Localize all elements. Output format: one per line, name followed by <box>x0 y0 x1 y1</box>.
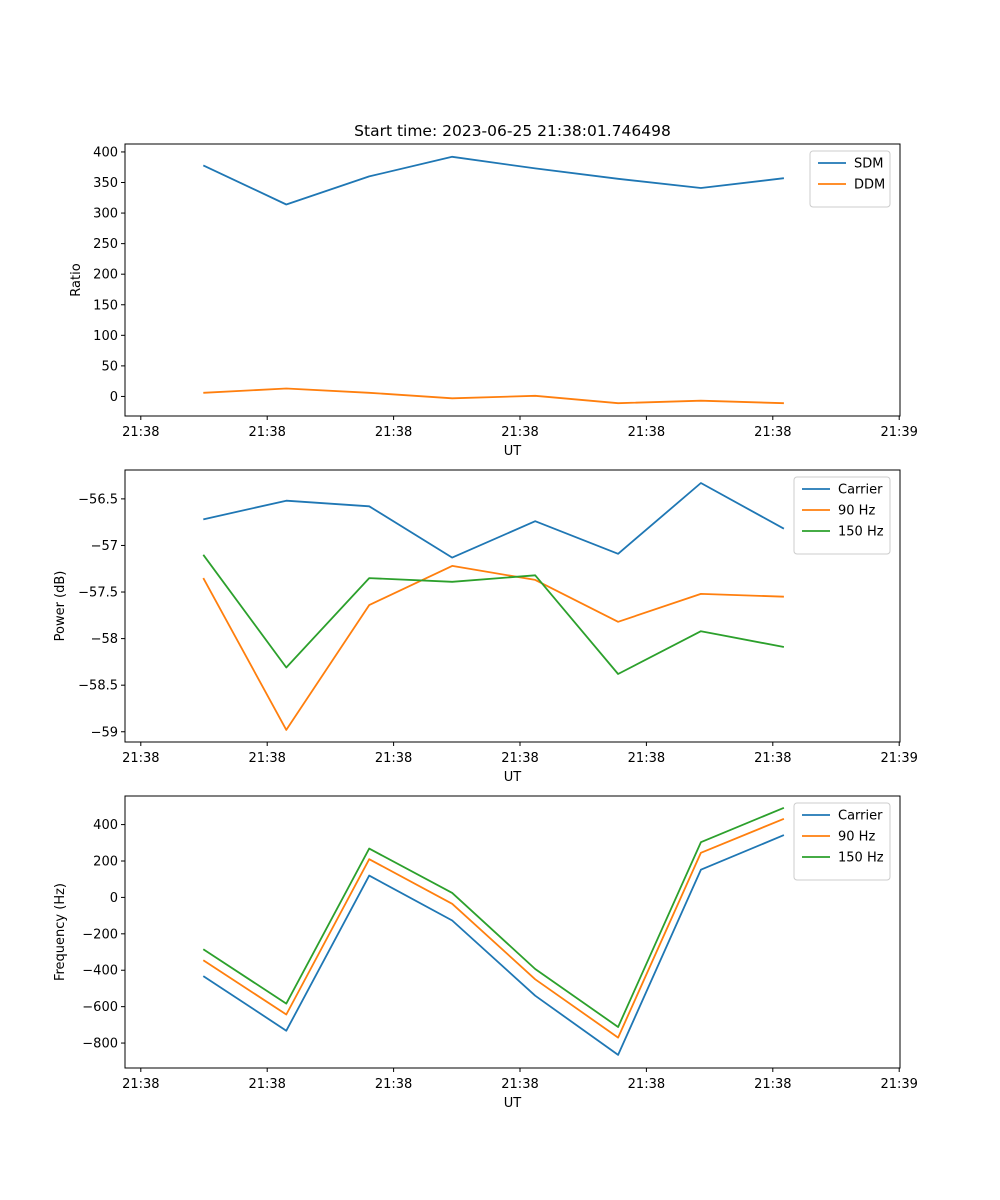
x-tick-label: 21:38 <box>248 1077 285 1092</box>
series-line-90-hz <box>202 565 784 731</box>
x-tick-label: 21:39 <box>880 1077 917 1092</box>
y-tick-label: −200 <box>82 927 118 942</box>
y-tick-label: −59 <box>91 725 118 740</box>
panel-1: 0 50 100 150 200 250 300 350 400 21:38 21:38 21:38 2… <box>69 143 918 459</box>
x-tick-label: 21:38 <box>754 1077 791 1092</box>
series-line-90-hz <box>202 817 785 1039</box>
series-line-carrier <box>202 834 785 1056</box>
x-tick-label: 21:38 <box>122 1077 159 1092</box>
y-axis-label: Power (dB) <box>53 571 68 642</box>
x-tick-label: 21:38 <box>501 425 538 440</box>
x-tick-label: 21:39 <box>880 751 917 766</box>
y-tick-label: −56.5 <box>78 492 118 507</box>
y-tick-label: 250 <box>93 237 118 252</box>
legend: SDM DDM <box>809 150 891 208</box>
x-axis-label: UT <box>504 1096 522 1111</box>
y-tick-label: 300 <box>93 207 118 222</box>
legend-box <box>793 476 891 555</box>
y-tick-label: 200 <box>93 854 118 869</box>
x-tick-label: 21:38 <box>248 425 285 440</box>
y-tick-label: 50 <box>101 359 118 374</box>
chart-title: Start time: 2023-06-25 21:38:01.746498 <box>354 122 671 140</box>
x-tick-label: 21:38 <box>375 1077 412 1092</box>
legend: Carrier 90 Hz 150 Hz <box>793 802 891 881</box>
y-tick-label: −800 <box>82 1037 118 1052</box>
series-line-150-hz <box>202 554 785 675</box>
x-tick-label: 21:38 <box>628 1077 665 1092</box>
y-tick-label: 100 <box>93 329 118 344</box>
x-tick-label: 21:38 <box>375 425 412 440</box>
y-axis-label: Frequency (Hz) <box>53 883 68 981</box>
axes-frame <box>124 143 901 417</box>
legend-label: Carrier <box>838 483 883 498</box>
x-tick-label: 21:38 <box>248 751 285 766</box>
x-axis-label: UT <box>504 770 522 785</box>
y-tick-label: 400 <box>93 818 118 833</box>
axes-frame <box>124 795 901 1069</box>
x-tick-label: 21:38 <box>628 751 665 766</box>
legend-box <box>809 150 891 208</box>
y-tick-label: 350 <box>93 176 118 191</box>
y-tick-label: −57 <box>91 539 118 554</box>
x-tick-label: 21:38 <box>122 751 159 766</box>
legend-label: 90 Hz <box>838 504 875 519</box>
series-line-ddm <box>203 387 784 405</box>
series-line-sdm <box>202 155 785 206</box>
legend-box <box>793 802 891 881</box>
y-axis-label: Ratio <box>69 263 84 296</box>
y-tick-label: 200 <box>93 268 118 283</box>
y-tick-label: −58.5 <box>78 679 118 694</box>
y-tick-label: −57.5 <box>78 586 118 601</box>
legend-label: Carrier <box>838 809 883 824</box>
x-tick-label: 21:38 <box>375 751 412 766</box>
y-tick-label: 150 <box>93 298 118 313</box>
x-tick-label: 21:38 <box>754 751 791 766</box>
x-tick-label: 21:38 <box>501 751 538 766</box>
x-tick-label: 21:38 <box>501 1077 538 1092</box>
y-tick-label: −58 <box>91 632 118 647</box>
y-tick-label: 0 <box>110 891 118 906</box>
x-tick-label: 21:38 <box>754 425 791 440</box>
legend-label: DDM <box>854 178 885 193</box>
y-tick-label: −600 <box>82 1000 118 1015</box>
y-tick-label: 400 <box>93 145 118 160</box>
x-tick-label: 21:38 <box>122 425 159 440</box>
legend-label: 150 Hz <box>838 851 884 866</box>
series-line-carrier <box>203 482 785 559</box>
legend-label: SDM <box>854 157 883 172</box>
y-tick-label: −400 <box>82 964 118 979</box>
panel-2: −59 −58.5 −58 −57.5 −57 −56.5 21:38 21:38 21:38 2… <box>53 469 918 785</box>
x-axis-label: UT <box>504 444 522 459</box>
legend-label: 90 Hz <box>838 830 875 845</box>
panel-3: −800 −600 −400 −200 0 200 400 21:38 21:38 21:38 21… <box>53 795 918 1111</box>
series-line-150-hz <box>202 806 785 1028</box>
y-tick-label: 0 <box>110 390 118 405</box>
legend-label: 150 Hz <box>838 525 884 540</box>
x-tick-label: 21:39 <box>880 425 917 440</box>
x-tick-label: 21:38 <box>628 425 665 440</box>
axes-frame <box>124 469 901 743</box>
legend: Carrier 90 Hz 150 Hz <box>793 476 891 555</box>
